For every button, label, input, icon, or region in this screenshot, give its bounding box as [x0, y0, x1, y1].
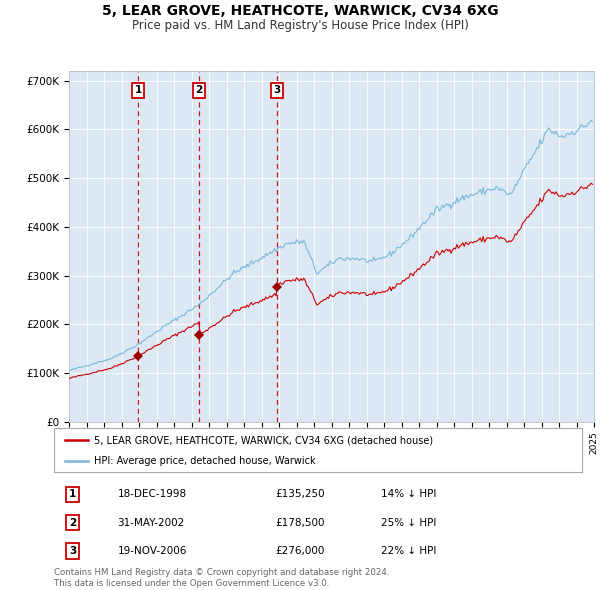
Text: 5, LEAR GROVE, HEATHCOTE, WARWICK, CV34 6XG (detached house): 5, LEAR GROVE, HEATHCOTE, WARWICK, CV34 …	[94, 435, 433, 445]
Text: Price paid vs. HM Land Registry's House Price Index (HPI): Price paid vs. HM Land Registry's House …	[131, 19, 469, 32]
Text: 3: 3	[69, 546, 76, 556]
Text: 2: 2	[69, 518, 76, 527]
Text: 31-MAY-2002: 31-MAY-2002	[118, 518, 185, 527]
Text: 3: 3	[273, 86, 280, 96]
Text: Contains HM Land Registry data © Crown copyright and database right 2024.
This d: Contains HM Land Registry data © Crown c…	[54, 568, 389, 588]
Text: 2: 2	[195, 86, 202, 96]
Text: 14% ↓ HPI: 14% ↓ HPI	[382, 490, 437, 499]
Text: £276,000: £276,000	[276, 546, 325, 556]
Text: 1: 1	[134, 86, 142, 96]
Text: 1: 1	[69, 490, 76, 499]
Text: HPI: Average price, detached house, Warwick: HPI: Average price, detached house, Warw…	[94, 456, 315, 466]
Text: 25% ↓ HPI: 25% ↓ HPI	[382, 518, 437, 527]
Text: £178,500: £178,500	[276, 518, 325, 527]
Text: 5, LEAR GROVE, HEATHCOTE, WARWICK, CV34 6XG: 5, LEAR GROVE, HEATHCOTE, WARWICK, CV34 …	[101, 4, 499, 18]
Text: 19-NOV-2006: 19-NOV-2006	[118, 546, 187, 556]
Text: £135,250: £135,250	[276, 490, 325, 499]
Text: 22% ↓ HPI: 22% ↓ HPI	[382, 546, 437, 556]
Text: 18-DEC-1998: 18-DEC-1998	[118, 490, 187, 499]
